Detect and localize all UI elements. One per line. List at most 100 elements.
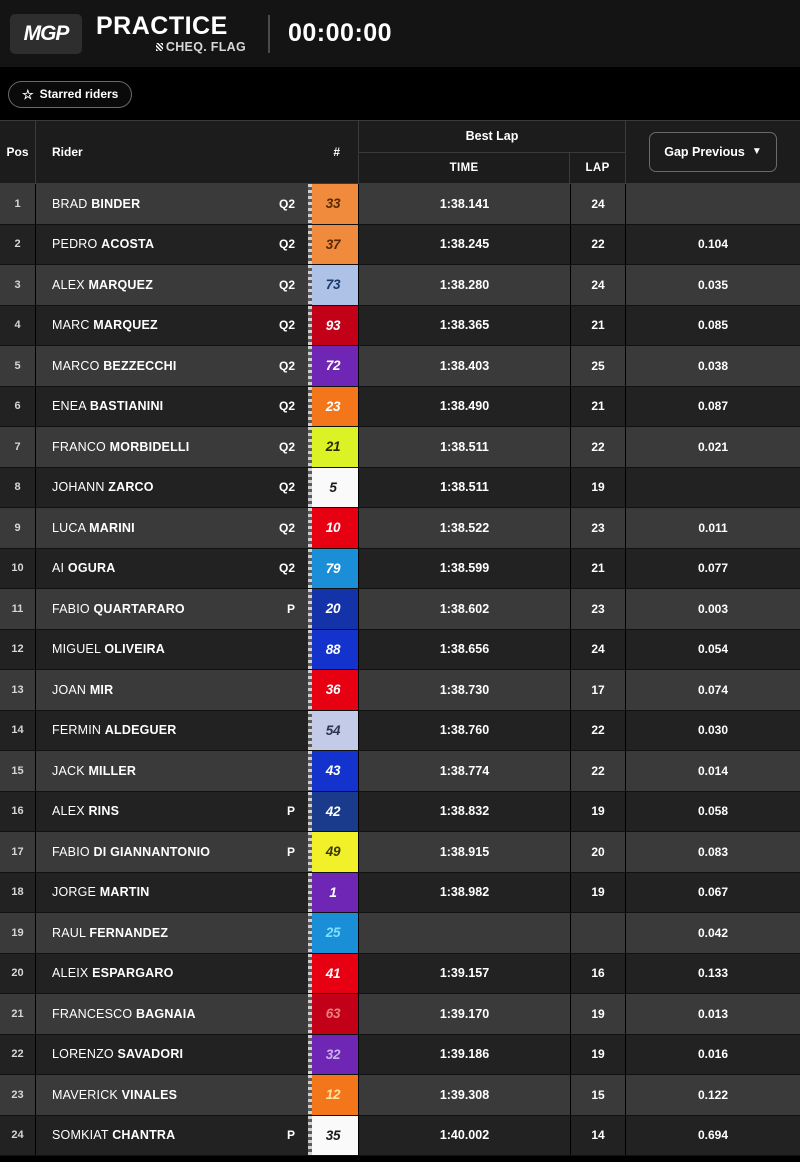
cell-gap: 0.074 xyxy=(697,682,729,697)
table-row[interactable]: 2 PEDRO ACOSTA Q2 37 1:38.245 22 0.104 xyxy=(0,224,800,265)
qualifying-marker: Q2 xyxy=(278,480,295,495)
cell-gap: 0.021 xyxy=(697,439,729,454)
table-row[interactable]: 15 JACK MILLER 43 1:38.774 22 0.014 xyxy=(0,751,800,792)
column-header-best-lap: Best Lap xyxy=(359,121,625,153)
rider-number-badge: 12 xyxy=(308,1075,358,1115)
table-row[interactable]: 12 MIGUEL OLIVEIRA 88 1:38.656 24 0.054 xyxy=(0,629,800,670)
rider-name: LORENZO SAVADORI xyxy=(52,1047,183,1061)
filter-bar: ☆ Starred riders xyxy=(0,68,800,120)
cell-gap: 0.035 xyxy=(697,277,729,292)
table-row[interactable]: 20 ALEIX ESPARGARO 41 1:39.157 16 0.133 xyxy=(0,953,800,994)
table-row[interactable]: 16 ALEX RINS P 42 1:38.832 19 0.058 xyxy=(0,791,800,832)
cell-position: 10 xyxy=(0,548,36,588)
table-body: 1 BRAD BINDER Q2 33 1:38.141 24 2 PEDRO ACOSTA Q… xyxy=(0,184,800,1156)
cell-best-lap-number: 24 xyxy=(571,184,626,224)
cell-best-lap-number: 25 xyxy=(571,346,626,386)
table-row[interactable]: 18 JORGE MARTIN 1 1:38.982 19 0.067 xyxy=(0,872,800,913)
rider-number-badge: 20 xyxy=(308,589,358,629)
cell-gap: 0.014 xyxy=(697,763,729,778)
cell-gap: 0.083 xyxy=(697,844,729,859)
rider-name: ALEIX ESPARGARO xyxy=(52,966,174,980)
cell-position: 12 xyxy=(0,629,36,669)
rider-number-badge: 42 xyxy=(308,791,358,831)
cell-best-lap-time: 1:38.490 xyxy=(359,386,571,426)
rider-last-name: OGURA xyxy=(67,561,116,576)
cell-position: 22 xyxy=(0,1034,36,1074)
cell-best-lap-time: 1:38.522 xyxy=(359,508,571,548)
rider-first-name: FABIO xyxy=(52,844,94,859)
rider-last-name: ALDEGUER xyxy=(104,723,177,738)
rider-last-name: ZARCO xyxy=(108,480,154,495)
cell-rider: FRANCO MORBIDELLI Q2 21 xyxy=(36,427,359,467)
cell-best-lap-number: 21 xyxy=(571,305,626,345)
cell-best-lap-number: 21 xyxy=(571,386,626,426)
cell-gap: 0.104 xyxy=(697,237,729,252)
cell-best-lap-time: 1:38.915 xyxy=(359,832,571,872)
table-row[interactable]: 3 ALEX MARQUEZ Q2 73 1:38.280 24 0.035 xyxy=(0,265,800,306)
cell-gap: 0.067 xyxy=(697,885,729,900)
qualifying-marker: Q2 xyxy=(278,520,295,535)
rider-name: ALEX RINS xyxy=(52,804,119,818)
rider-number-badge: 63 xyxy=(308,994,358,1034)
cell-rider: RAUL FERNANDEZ 25 xyxy=(36,913,359,953)
rider-last-name: RINS xyxy=(88,804,120,819)
cell-gap: 0.122 xyxy=(697,1087,729,1102)
gap-mode-select[interactable]: Gap Previous ▼ xyxy=(649,132,777,172)
table-row[interactable]: 9 LUCA MARINI Q2 10 1:38.522 23 0.011 xyxy=(0,508,800,549)
table-row[interactable]: 11 FABIO QUARTARARO P 20 1:38.602 23 0.003 xyxy=(0,589,800,630)
rider-last-name: MARTIN xyxy=(99,885,150,900)
table-row[interactable]: 17 FABIO DI GIANNANTONIO P 49 1:38.915 20 0.08… xyxy=(0,832,800,873)
table-row[interactable]: 14 FERMIN ALDEGUER 54 1:38.760 22 0.030 xyxy=(0,710,800,751)
cell-rider: MARCO BEZZECCHI Q2 72 xyxy=(36,346,359,386)
rider-name: MIGUEL OLIVEIRA xyxy=(52,642,165,656)
table-row[interactable]: 19 RAUL FERNANDEZ 25 0.042 xyxy=(0,913,800,954)
table-row[interactable]: 24 SOMKIAT CHANTRA P 35 1:40.002 14 0.694 xyxy=(0,1115,800,1156)
rider-number-badge: 54 xyxy=(308,710,358,750)
rider-number-badge: 33 xyxy=(308,184,358,224)
rider-first-name: SOMKIAT xyxy=(52,1128,113,1143)
rider-name: JORGE MARTIN xyxy=(52,885,150,899)
starred-riders-button[interactable]: ☆ Starred riders xyxy=(8,80,133,108)
table-row[interactable]: 4 MARC MARQUEZ Q2 93 1:38.365 21 0.085 xyxy=(0,305,800,346)
table-row[interactable]: 6 ENEA BASTIANINI Q2 23 1:38.490 21 0.087 xyxy=(0,386,800,427)
cell-gap: 0.030 xyxy=(697,723,729,738)
rider-name: ALEX MARQUEZ xyxy=(52,278,153,292)
rider-last-name: MIR xyxy=(89,682,114,697)
rider-number-badge: 79 xyxy=(308,548,358,588)
table-row[interactable]: 21 FRANCESCO BAGNAIA 63 1:39.170 19 0.013 xyxy=(0,994,800,1035)
cell-gap: 0.058 xyxy=(697,804,729,819)
cell-gap: 0.011 xyxy=(698,520,728,535)
rider-name: JACK MILLER xyxy=(52,764,136,778)
rider-last-name: VINALES xyxy=(121,1087,178,1102)
table-row[interactable]: 10 AI OGURA Q2 79 1:38.599 21 0.077 xyxy=(0,548,800,589)
cell-rider: PEDRO ACOSTA Q2 37 xyxy=(36,224,359,264)
rider-last-name: MILLER xyxy=(88,763,137,778)
cell-best-lap-number: 16 xyxy=(571,953,626,993)
rider-first-name: ALEX xyxy=(52,804,89,819)
table-row[interactable]: 7 FRANCO MORBIDELLI Q2 21 1:38.511 22 0.021 xyxy=(0,427,800,468)
cell-gap: 0.133 xyxy=(697,966,729,981)
session-status-label: CHEQ. FLAG xyxy=(165,40,246,55)
rider-first-name: MAVERICK xyxy=(52,1087,122,1102)
rider-name: JOAN MIR xyxy=(52,683,113,697)
rider-number-badge: 21 xyxy=(308,427,358,467)
table-row[interactable]: 23 MAVERICK VINALES 12 1:39.308 15 0.122 xyxy=(0,1075,800,1116)
table-row[interactable]: 1 BRAD BINDER Q2 33 1:38.141 24 xyxy=(0,184,800,225)
cell-position: 2 xyxy=(0,224,36,264)
table-row[interactable]: 13 JOAN MIR 36 1:38.730 17 0.074 xyxy=(0,670,800,711)
rider-name: AI OGURA xyxy=(52,561,115,575)
rider-last-name: MARINI xyxy=(89,520,135,535)
table-row[interactable]: 22 LORENZO SAVADORI 32 1:39.186 19 0.016 xyxy=(0,1034,800,1075)
cell-best-lap-time: 1:38.760 xyxy=(359,710,571,750)
rider-number-badge: 23 xyxy=(308,386,358,426)
rider-first-name: JORGE xyxy=(52,885,100,900)
table-row[interactable]: 8 JOHANN ZARCO Q2 5 1:38.511 19 xyxy=(0,467,800,508)
rider-last-name: CHANTRA xyxy=(112,1128,176,1143)
rider-name: MARCO BEZZECCHI xyxy=(52,359,177,373)
rider-name: RAUL FERNANDEZ xyxy=(52,926,168,940)
rider-first-name: JACK xyxy=(52,763,89,778)
table-row[interactable]: 5 MARCO BEZZECCHI Q2 72 1:38.403 25 0.038 xyxy=(0,346,800,387)
session-status: CHEQ. FLAG xyxy=(155,40,246,55)
rider-number-badge: 37 xyxy=(308,224,358,264)
rider-last-name: BASTIANINI xyxy=(89,399,164,414)
